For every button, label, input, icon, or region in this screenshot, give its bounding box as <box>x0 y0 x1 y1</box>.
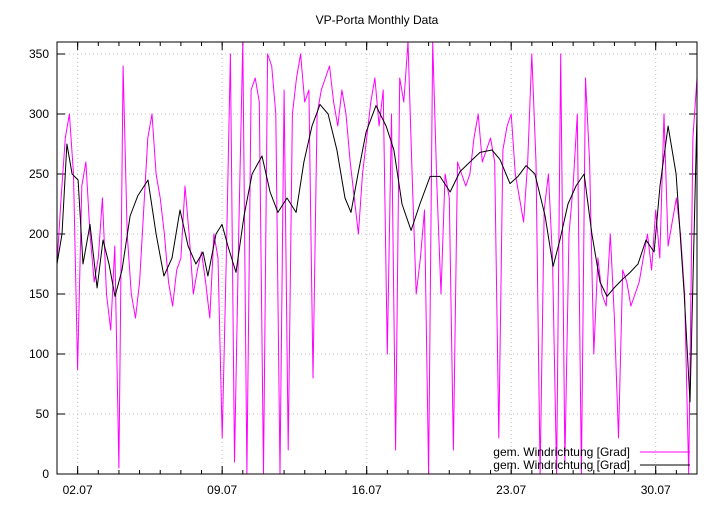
chart-title: VP-Porta Monthly Data <box>316 13 439 27</box>
y-tick-label: 200 <box>29 227 49 241</box>
x-tick-label: 23.07 <box>496 483 526 497</box>
y-tick-label: 150 <box>29 287 49 301</box>
series-line-2 <box>56 103 698 403</box>
y-tick-label: 300 <box>29 107 49 121</box>
legend-label-1: gem. Windrichtung [Grad] <box>493 445 630 459</box>
legend-label-2: gem. Windrichtung [Grad] <box>493 458 630 472</box>
y-axis: 0 50 100 150 200 250 300 350 <box>29 47 697 481</box>
x-axis: 02.07 09.07 16.07 23.07 30.07 <box>56 42 698 497</box>
y-tick-label: 100 <box>29 347 49 361</box>
x-tick-label: 16.07 <box>352 483 382 497</box>
y-tick-label: 250 <box>29 167 49 181</box>
x-tick-label: 30.07 <box>641 483 671 497</box>
x-tick-label: 09.07 <box>207 483 237 497</box>
series-group <box>56 41 698 475</box>
y-tick-label: 350 <box>29 47 49 61</box>
y-tick-label: 50 <box>36 407 50 421</box>
x-tick-label: 02.07 <box>63 483 93 497</box>
series-line-1 <box>56 41 698 475</box>
y-tick-label: 0 <box>42 467 49 481</box>
plot-border <box>56 41 698 475</box>
legend: gem. Windrichtung [Grad] gem. Windrichtu… <box>493 445 690 472</box>
